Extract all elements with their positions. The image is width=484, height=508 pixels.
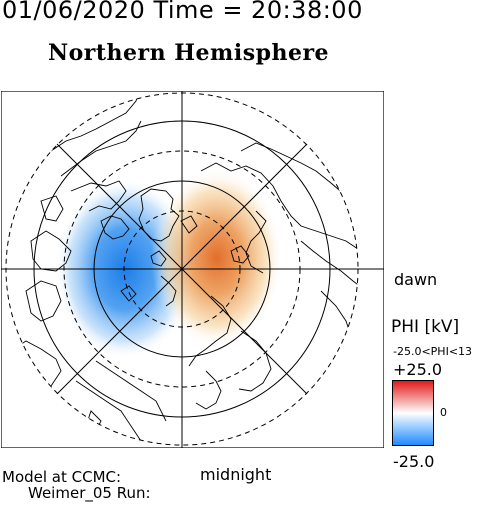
- colorbar: [392, 380, 434, 446]
- date-time-header: 01/06/2020 Time = 20:38:00: [2, 0, 363, 24]
- colorbar-min-label: -25.0: [393, 452, 435, 471]
- colorbar-range: -25.0<PHI<13: [393, 345, 473, 358]
- meridian-lines: [1, 91, 384, 448]
- potential-cells: [55, 168, 283, 359]
- colorbar-zero-label: 0: [440, 406, 447, 419]
- colorbar-max-label: +25.0: [393, 360, 443, 379]
- dawn-label: dawn: [394, 270, 438, 289]
- run-label: Weimer_05 Run:: [28, 484, 151, 502]
- model-label: Model at CCMC:: [2, 468, 122, 486]
- polar-potential-map: [1, 91, 384, 448]
- midnight-label: midnight: [200, 465, 272, 484]
- colorbar-title: PHI [kV]: [391, 317, 460, 337]
- hemisphere-title: Northern Hemisphere: [48, 40, 330, 66]
